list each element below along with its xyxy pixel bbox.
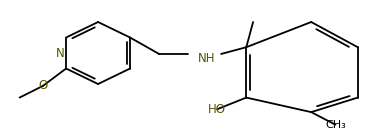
Text: HO: HO <box>208 103 226 116</box>
Text: CH₃: CH₃ <box>325 120 346 130</box>
Text: N: N <box>56 47 65 61</box>
Text: NH: NH <box>198 52 215 65</box>
Text: O: O <box>38 80 48 92</box>
